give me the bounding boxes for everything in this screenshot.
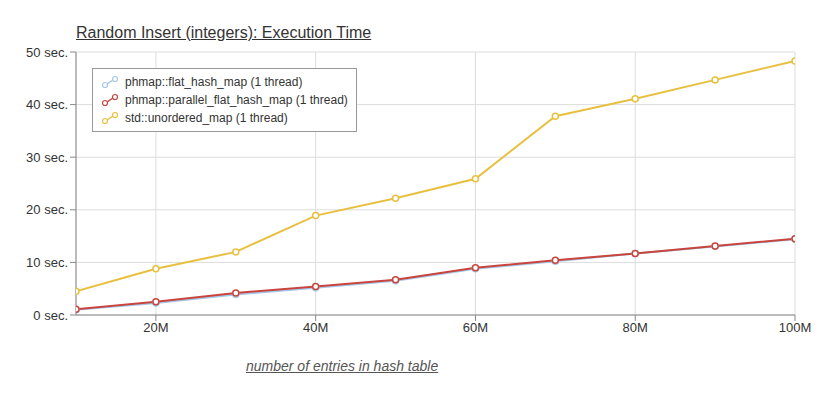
svg-text:100M: 100M (779, 320, 812, 335)
html-text:phmap::parallel_flat_hash_map: phmap::parallel_flat_hash_map (1 thread) (125, 93, 348, 107)
html-text:Random Insert (integers): Exec: Random Insert (integers): Execution Time (76, 24, 372, 41)
svg-text:20M: 20M (143, 320, 168, 335)
svg-text:0 sec.: 0 sec. (33, 308, 68, 323)
svg-text:80M: 80M (623, 320, 648, 335)
svg-text:40M: 40M (303, 320, 328, 335)
svg-text:50 sec.: 50 sec. (26, 45, 68, 60)
svg-text:20 sec.: 20 sec. (26, 202, 68, 217)
svg-text:10 sec.: 10 sec. (26, 255, 68, 270)
html-text:std::unordered_map (1 thread): std::unordered_map (1 thread) (125, 111, 288, 125)
svg-text:40 sec.: 40 sec. (26, 97, 68, 112)
svg-text:30 sec.: 30 sec. (26, 150, 68, 165)
html-text:number of entries in hash tabl: number of entries in hash table (246, 358, 439, 374)
svg-text:60M: 60M (463, 320, 488, 335)
html-text:phmap::flat_hash_map (1 thread: phmap::flat_hash_map (1 thread) (125, 75, 303, 89)
